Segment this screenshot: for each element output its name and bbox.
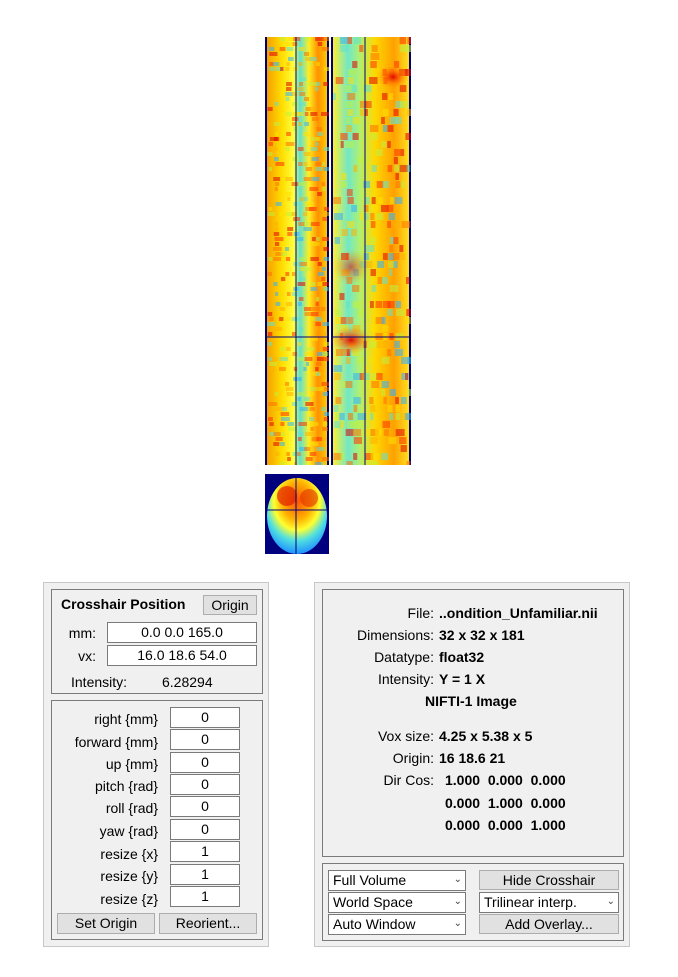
space-select[interactable]: World Space ⌄ bbox=[328, 892, 466, 913]
vx-label: vx: bbox=[78, 648, 96, 664]
transform-roll-label: roll {rad} bbox=[105, 800, 158, 816]
chevron-down-icon: ⌄ bbox=[606, 896, 615, 907]
volume-select-value: Full Volume bbox=[333, 872, 407, 888]
voxsize-label: Vox size: bbox=[377, 728, 434, 744]
transform-resize-y-label: resize {y} bbox=[100, 868, 158, 884]
mm-label: mm: bbox=[68, 625, 96, 641]
volume-select[interactable]: Full Volume ⌄ bbox=[328, 870, 466, 891]
dircos-row-2: 0.000 1.000 0.000 bbox=[445, 795, 566, 811]
transform-roll-field[interactable]: 0 bbox=[170, 796, 240, 817]
transform-resize-x-label: resize {x} bbox=[100, 846, 158, 862]
reorient-button[interactable]: Reorient... bbox=[159, 913, 257, 934]
dircos-label: Dir Cos: bbox=[383, 772, 434, 788]
crosshair-group: Crosshair Position Origin mm: 0.0 0.0 16… bbox=[51, 589, 263, 694]
info-group: File: ..ondition_Unfamiliar.nii Dimensio… bbox=[322, 589, 624, 857]
info-intensity-value: Y = 1 X bbox=[439, 671, 486, 687]
origin-value: 16 18.6 21 bbox=[439, 750, 506, 766]
window-select[interactable]: Auto Window ⌄ bbox=[328, 914, 466, 935]
dircos-row-1: 1.000 0.000 0.000 bbox=[445, 772, 566, 788]
coronal-view[interactable] bbox=[331, 37, 411, 465]
coronal-image bbox=[331, 37, 411, 465]
info-intensity-label: Intensity: bbox=[377, 671, 434, 687]
vx-field[interactable]: 16.0 18.6 54.0 bbox=[107, 645, 257, 666]
file-value: ..ondition_Unfamiliar.nii bbox=[439, 605, 598, 621]
transform-resize-z-label: resize {z} bbox=[100, 891, 158, 907]
right-panel: File: ..ondition_Unfamiliar.nii Dimensio… bbox=[314, 582, 630, 947]
mm-field[interactable]: 0.0 0.0 165.0 bbox=[107, 622, 257, 643]
transform-group: right {mm} 0 forward {mm} 0 up {mm} 0 pi… bbox=[51, 700, 263, 940]
axial-view[interactable] bbox=[265, 474, 329, 554]
left-panel: Crosshair Position Origin mm: 0.0 0.0 16… bbox=[43, 582, 269, 947]
datatype-label: Datatype: bbox=[374, 649, 434, 665]
dimensions-value: 32 x 32 x 181 bbox=[439, 627, 525, 643]
transform-up-field[interactable]: 0 bbox=[170, 752, 240, 773]
transform-yaw-field[interactable]: 0 bbox=[170, 819, 240, 840]
origin-label: Origin: bbox=[392, 750, 434, 766]
file-label: File: bbox=[407, 605, 434, 621]
format-label: NIFTI-1 Image bbox=[425, 693, 517, 709]
sagittal-view[interactable] bbox=[265, 37, 329, 465]
transform-resize-x-field[interactable]: 1 bbox=[170, 841, 240, 862]
interp-select-value: Trilinear interp. bbox=[484, 894, 577, 910]
add-overlay-button[interactable]: Add Overlay... bbox=[479, 914, 619, 934]
sagittal-image bbox=[265, 37, 329, 465]
hide-crosshair-button[interactable]: Hide Crosshair bbox=[479, 870, 619, 890]
datatype-value: float32 bbox=[439, 649, 485, 665]
dimensions-label: Dimensions: bbox=[356, 627, 434, 643]
transform-forward-field[interactable]: 0 bbox=[170, 729, 240, 750]
transform-pitch-field[interactable]: 0 bbox=[170, 774, 240, 795]
transform-yaw-label: yaw {rad} bbox=[99, 823, 158, 839]
transform-resize-z-field[interactable]: 1 bbox=[170, 886, 240, 907]
transform-right-field[interactable]: 0 bbox=[170, 707, 240, 728]
axial-image bbox=[265, 474, 329, 554]
chevron-down-icon: ⌄ bbox=[453, 918, 462, 929]
intensity-label: Intensity: bbox=[71, 674, 128, 690]
transform-right-label: right {mm} bbox=[94, 711, 158, 727]
transform-resize-y-field[interactable]: 1 bbox=[170, 864, 240, 885]
origin-button[interactable]: Origin bbox=[203, 595, 257, 615]
window-select-value: Auto Window bbox=[333, 916, 416, 932]
chevron-down-icon: ⌄ bbox=[453, 896, 462, 907]
space-select-value: World Space bbox=[333, 894, 413, 910]
transform-pitch-label: pitch {rad} bbox=[94, 778, 158, 794]
transform-up-label: up {mm} bbox=[105, 756, 158, 772]
chevron-down-icon: ⌄ bbox=[453, 874, 462, 885]
crosshair-title: Crosshair Position bbox=[61, 596, 186, 612]
dircos-row-3: 0.000 0.000 1.000 bbox=[445, 817, 566, 833]
voxsize-value: 4.25 x 5.38 x 5 bbox=[439, 728, 533, 744]
intensity-value: 6.28294 bbox=[162, 674, 213, 690]
set-origin-button[interactable]: Set Origin bbox=[57, 913, 155, 934]
interp-select[interactable]: Trilinear interp. ⌄ bbox=[479, 892, 619, 913]
transform-forward-label: forward {mm} bbox=[74, 734, 158, 750]
controls-group: Full Volume ⌄ World Space ⌄ Auto Window … bbox=[322, 863, 624, 941]
